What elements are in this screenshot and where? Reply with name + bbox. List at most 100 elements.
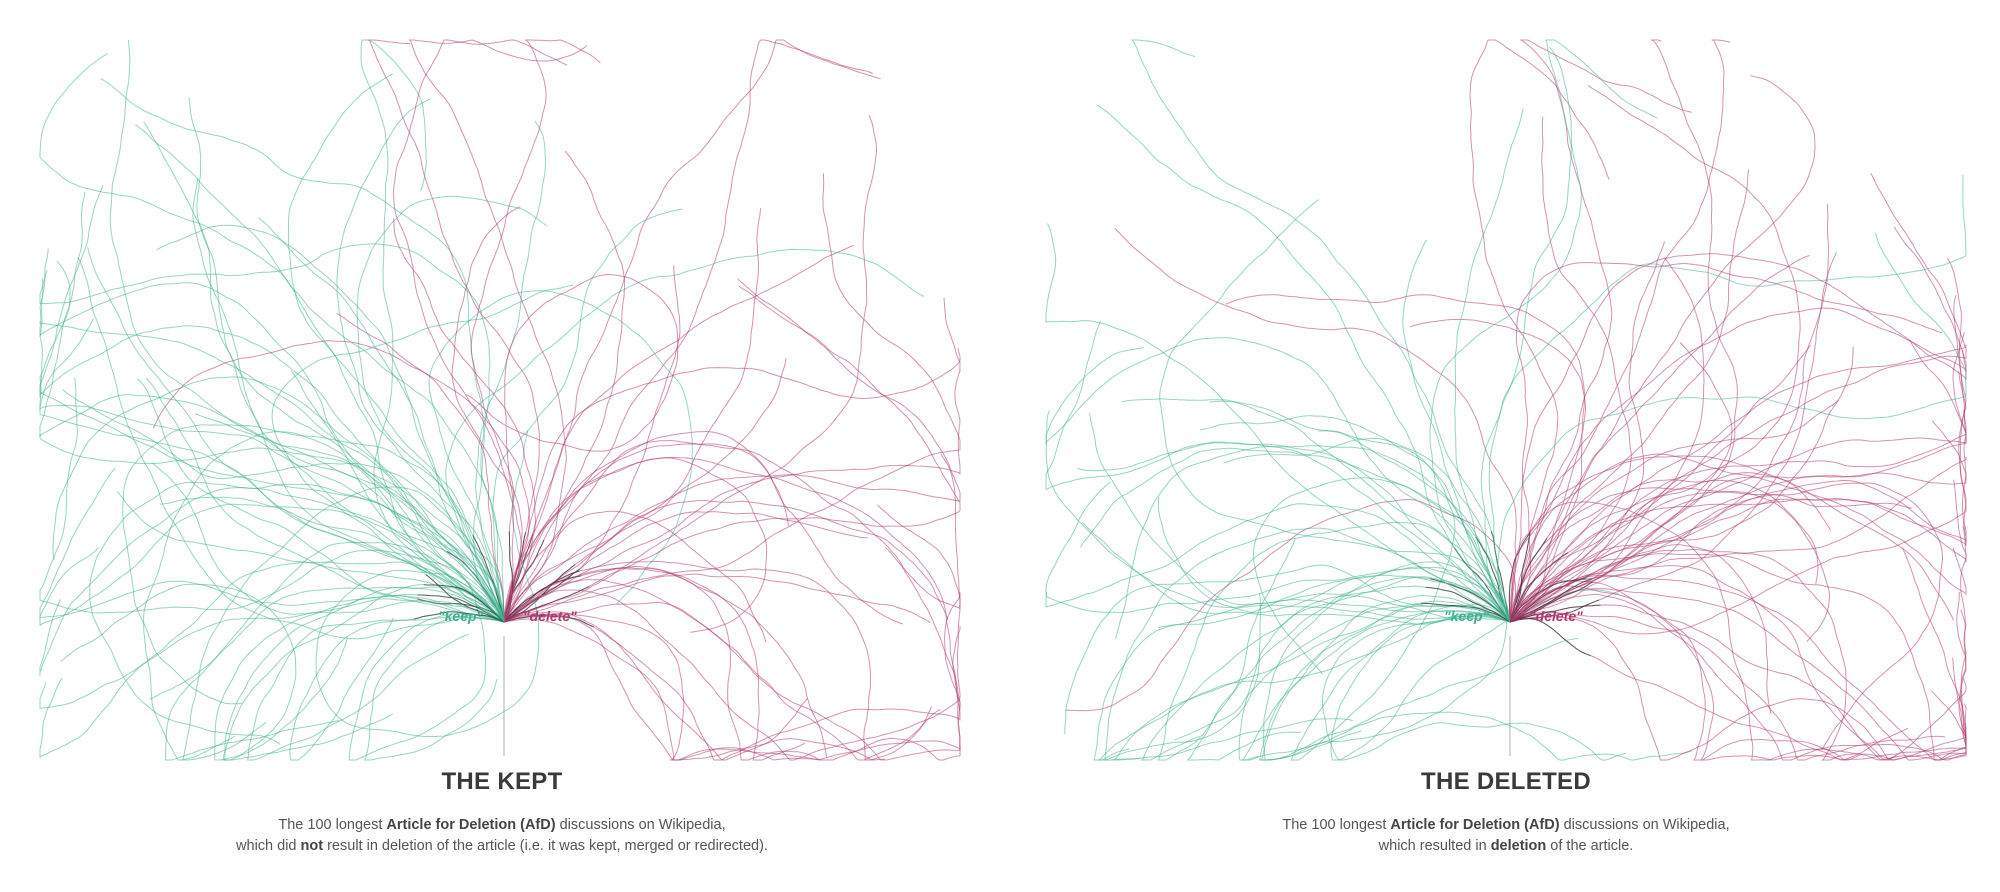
keep-strand <box>1258 604 1511 761</box>
keep-strand <box>109 39 505 623</box>
delete-strand <box>503 285 961 623</box>
keep-strand <box>39 260 505 623</box>
caption-text: The 100 longest <box>278 817 387 833</box>
strand-trunk <box>503 575 582 623</box>
panel-deleted: "keep" "delete" THE DELETED The 100 long… <box>1006 0 2000 892</box>
keep-strand <box>1045 320 1511 623</box>
delete-strand <box>367 39 540 623</box>
strand-trunk <box>1425 586 1511 623</box>
delete-strand <box>1469 39 1610 623</box>
delete-strand <box>1509 479 1967 761</box>
delete-strand <box>1509 553 1967 761</box>
keep-strand <box>39 185 505 623</box>
delete-strand <box>503 39 873 623</box>
keep-strand <box>60 583 505 761</box>
delete-strand <box>503 510 767 643</box>
keep-strand <box>1112 602 1511 761</box>
delete-strand <box>503 618 820 761</box>
keep-strand <box>149 586 505 700</box>
delete-strand <box>1509 255 1810 623</box>
caption-text: which resulted in <box>1378 838 1491 854</box>
keep-strand <box>222 584 505 761</box>
delete-strand <box>1509 257 1705 623</box>
strand-trunk <box>1509 604 1601 623</box>
delete-strand <box>1509 75 1816 623</box>
keep-strand <box>1158 561 1511 628</box>
keep-strand <box>360 39 505 623</box>
keep-strand <box>1199 415 1511 623</box>
delete-strand <box>1509 547 1967 761</box>
delete-strand <box>1509 565 1967 761</box>
delete-strand <box>1509 497 1967 623</box>
keep-strand <box>39 321 505 623</box>
panel-title: THE KEPT <box>441 768 563 795</box>
keep-strand <box>1045 337 1511 623</box>
panel-caption: The 100 longest Article for Deletion (Af… <box>2 815 1002 857</box>
delete-strand <box>152 340 530 623</box>
keep-strand <box>192 178 505 623</box>
delete-strand <box>1065 498 1517 712</box>
keep-strand <box>1223 437 1511 623</box>
keep-strand <box>1081 521 1511 623</box>
strand-trunk <box>423 584 505 623</box>
delete-strand <box>1225 294 1585 623</box>
keep-strand <box>1157 521 1511 761</box>
strand-trunk <box>472 535 505 623</box>
keep-strand <box>39 598 505 709</box>
keep-strand <box>1121 398 1511 623</box>
caption-text: which did <box>236 838 301 854</box>
caption-bold: deletion <box>1490 838 1547 854</box>
keep-strand <box>363 616 505 761</box>
delete-strand <box>1509 604 1897 761</box>
discussion-tree-kept <box>39 39 961 761</box>
keep-label: "keep" <box>1444 608 1490 624</box>
delete-strand <box>393 39 568 623</box>
keep-strand <box>475 120 546 623</box>
delete-strand <box>503 457 768 633</box>
keep-strand <box>52 376 505 623</box>
delete-strand <box>1509 585 1909 761</box>
delete-label: "delete" <box>1529 608 1583 624</box>
caption-bold: not <box>300 838 324 854</box>
panel-caption: The 100 longest Article for Deletion (Af… <box>1006 815 2000 857</box>
keep-strand <box>1045 410 1511 625</box>
keep-strand <box>1131 39 1511 623</box>
delete-strand <box>408 39 588 623</box>
keep-strand <box>39 248 505 623</box>
keep-strand <box>137 378 505 623</box>
keep-strand <box>1089 412 1511 623</box>
strand-trunk <box>1509 532 1531 623</box>
keep-strand <box>1209 400 1511 623</box>
delete-strand <box>1509 588 1967 761</box>
discussion-tree-deleted <box>1045 39 1967 761</box>
keep-strand <box>39 561 505 759</box>
delete-strand <box>1509 346 1854 623</box>
keep-strand <box>1488 174 1967 623</box>
delete-strand <box>503 208 762 623</box>
delete-strand <box>503 601 961 761</box>
keep-strand <box>356 195 548 623</box>
delete-strand <box>503 546 961 761</box>
keep-strand <box>1159 199 1511 623</box>
keep-label: "keep" <box>438 608 484 624</box>
delete-strand <box>503 613 886 761</box>
delete-strand <box>503 245 854 623</box>
delete-strand <box>503 453 961 761</box>
keep-strand <box>39 277 505 623</box>
delete-strand <box>503 439 961 623</box>
keep-strand <box>1454 108 1524 623</box>
keep-strand <box>39 503 505 626</box>
caption-text: result in deletion of the article (i.e. … <box>323 838 768 854</box>
keep-strand <box>290 370 505 761</box>
delete-strand <box>503 573 931 624</box>
keep-strand <box>143 122 505 623</box>
delete-strand <box>1509 580 1861 761</box>
strand-trunk <box>1509 617 1591 657</box>
keep-strand <box>336 98 505 623</box>
keep-strand <box>289 614 505 761</box>
keep-strand <box>182 486 505 761</box>
delete-strand <box>503 358 787 623</box>
keep-strand <box>1186 566 1511 761</box>
panel-kept: "keep" "delete" THE KEPT The 100 longest… <box>2 39 1002 857</box>
delete-strand <box>503 430 903 625</box>
